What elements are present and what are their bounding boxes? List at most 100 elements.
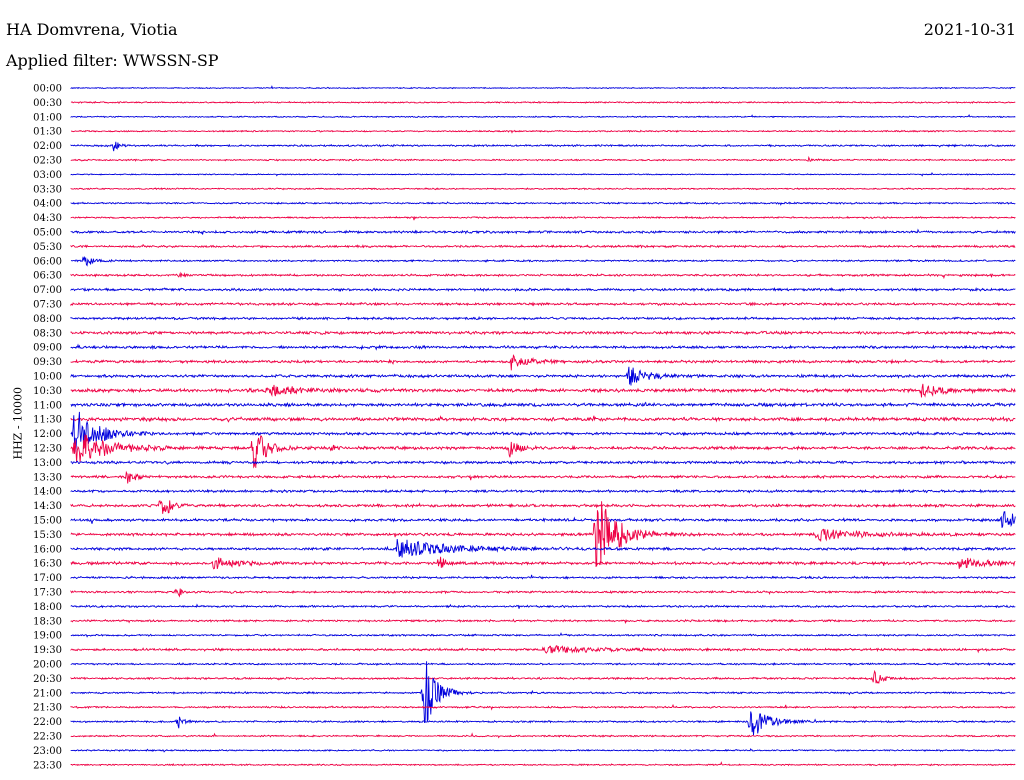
trace-1230 (70, 434, 1016, 469)
trace-1700 (70, 574, 1016, 580)
trace-0800 (70, 315, 1016, 321)
trace-0430 (70, 215, 1016, 221)
trace-1600 (70, 538, 1016, 558)
trace-2230 (70, 732, 1016, 739)
trace-0500 (70, 228, 1016, 235)
trace-0000 (70, 85, 1016, 90)
time-tick-label: 11:00 (33, 400, 62, 411)
time-tick-label: 19:00 (33, 631, 62, 642)
time-tick-label: 04:30 (33, 213, 62, 224)
time-tick-label: 12:00 (33, 429, 62, 440)
trace-1000 (70, 366, 1016, 386)
trace-0530 (70, 243, 1016, 249)
trace-2200 (70, 711, 1016, 736)
time-tick-label: 01:00 (33, 112, 62, 123)
trace-1030 (70, 383, 1016, 398)
trace-1200 (70, 411, 1016, 453)
time-tick-label: 03:30 (33, 184, 62, 195)
time-tick-label: 21:30 (33, 703, 62, 714)
trace-1100 (70, 401, 1016, 409)
time-tick-label: 11:30 (33, 415, 62, 426)
trace-0700 (70, 287, 1016, 293)
trace-1130 (70, 415, 1016, 423)
time-tick-label: 04:00 (33, 199, 62, 210)
time-tick-label: 00:00 (33, 84, 62, 95)
trace-1800 (70, 603, 1016, 609)
time-tick-label: 16:30 (33, 559, 62, 570)
trace-0200 (70, 141, 1016, 152)
trace-1630 (70, 556, 1016, 570)
time-tick-label: 08:30 (33, 328, 62, 339)
time-tick-label: 22:00 (33, 717, 62, 728)
time-label-group: 00:00 00:30 01:00 01:30 02:00 02:30 03:00 03:30… (33, 84, 62, 772)
time-tick-label: 07:00 (33, 285, 62, 296)
time-tick-label: 01:30 (33, 127, 62, 138)
trace-1300 (70, 459, 1016, 466)
trace-2100 (70, 661, 1016, 724)
trace-1900 (70, 632, 1016, 638)
trace-0630 (70, 271, 1016, 280)
time-tick-label: 18:30 (33, 616, 62, 627)
trace-2130 (70, 703, 1016, 711)
time-tick-label: 06:30 (33, 271, 62, 282)
time-tick-label: 21:00 (33, 688, 62, 699)
time-tick-label: 15:00 (33, 516, 62, 527)
time-tick-label: 06:00 (33, 256, 62, 267)
trace-0100 (70, 114, 1016, 119)
time-tick-label: 18:00 (33, 602, 62, 613)
trace-group (70, 85, 1016, 767)
time-tick-label: 07:30 (33, 300, 62, 311)
time-tick-label: 08:00 (33, 314, 62, 325)
trace-0330 (70, 187, 1016, 191)
time-tick-label: 09:00 (33, 343, 62, 354)
trace-2000 (70, 661, 1016, 667)
trace-0730 (70, 301, 1016, 307)
trace-0930 (70, 354, 1016, 371)
trace-2030 (70, 669, 1016, 685)
trace-0400 (70, 201, 1016, 206)
trace-0130 (70, 129, 1016, 134)
trace-1830 (70, 618, 1016, 625)
time-tick-label: 17:00 (33, 573, 62, 584)
trace-0030 (70, 100, 1016, 104)
time-tick-label: 00:30 (33, 98, 62, 109)
time-tick-label: 23:30 (33, 760, 62, 771)
time-tick-label: 16:00 (33, 544, 62, 555)
time-tick-label: 10:30 (33, 386, 62, 397)
time-tick-label: 03:00 (33, 170, 62, 181)
time-tick-label: 02:00 (33, 141, 62, 152)
time-tick-label: 23:00 (33, 746, 62, 757)
trace-0300 (70, 172, 1016, 177)
trace-1530 (70, 501, 1016, 567)
time-tick-label: 22:30 (33, 732, 62, 743)
time-tick-label: 17:30 (33, 588, 62, 599)
time-tick-label: 13:30 (33, 472, 62, 483)
trace-0900 (70, 343, 1016, 351)
trace-0230 (70, 155, 1016, 162)
time-tick-label: 20:30 (33, 674, 62, 685)
time-tick-label: 20:00 (33, 660, 62, 671)
time-tick-label: 05:00 (33, 228, 62, 239)
time-tick-label: 02:30 (33, 156, 62, 167)
trace-0600 (70, 256, 1016, 267)
station-title: HA Domvrena, Viotia (6, 20, 178, 39)
time-tick-label: 10:00 (33, 372, 62, 383)
date-label: 2021-10-31 (923, 20, 1016, 39)
time-tick-label: 14:30 (33, 501, 62, 512)
time-tick-label: 09:30 (33, 357, 62, 368)
time-tick-label: 05:30 (33, 242, 62, 253)
trace-2300 (70, 748, 1016, 753)
time-tick-label: 15:30 (33, 530, 62, 541)
time-tick-label: 13:00 (33, 458, 62, 469)
time-tick-label: 12:30 (33, 444, 62, 455)
filter-label: Applied filter: WWSSN-SP (6, 51, 219, 70)
trace-1330 (70, 470, 1016, 484)
time-tick-label: 14:00 (33, 487, 62, 498)
trace-1930 (70, 644, 1016, 654)
trace-0830 (70, 329, 1016, 336)
trace-1730 (70, 588, 1016, 598)
trace-2330 (70, 761, 1016, 767)
trace-1430 (70, 500, 1016, 514)
time-tick-label: 19:30 (33, 645, 62, 656)
